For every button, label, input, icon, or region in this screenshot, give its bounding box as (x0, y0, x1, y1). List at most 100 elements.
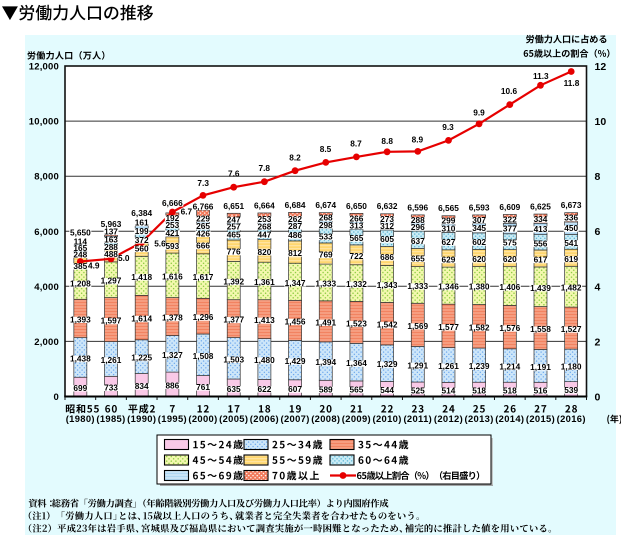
svg-text:655: 655 (411, 254, 425, 264)
svg-text:1,503: 1,503 (223, 354, 244, 364)
svg-text:635: 635 (227, 384, 241, 394)
svg-text:253: 253 (257, 214, 271, 224)
svg-text:266: 266 (350, 213, 364, 223)
svg-text:6,596: 6,596 (407, 202, 428, 212)
svg-text:1,180: 1,180 (561, 361, 582, 371)
svg-text:262: 262 (288, 214, 302, 224)
svg-text:6,609: 6,609 (499, 202, 520, 212)
svg-text:10.6: 10.6 (501, 86, 518, 96)
svg-text:0: 0 (595, 392, 601, 404)
svg-text:1,261: 1,261 (101, 355, 122, 365)
svg-text:525: 525 (411, 385, 425, 395)
svg-text:268: 268 (257, 221, 271, 231)
svg-text:312: 312 (380, 221, 394, 231)
svg-text:6,000: 6,000 (34, 227, 59, 238)
svg-text:5,963: 5,963 (101, 219, 122, 229)
svg-text:(2008): (2008) (311, 413, 340, 424)
svg-text:(2013): (2013) (464, 413, 493, 424)
svg-text:4,000: 4,000 (34, 282, 59, 293)
svg-text:1,346: 1,346 (438, 282, 459, 292)
svg-text:886: 886 (165, 380, 179, 390)
svg-text:(2005): (2005) (219, 413, 248, 424)
svg-text:1,333: 1,333 (315, 278, 336, 288)
svg-text:(1990): (1990) (127, 413, 156, 424)
svg-text:11.8: 11.8 (564, 78, 580, 88)
svg-text:533: 533 (319, 232, 333, 242)
svg-text:426: 426 (196, 228, 210, 238)
svg-text:1,406: 1,406 (499, 282, 520, 292)
svg-text:812: 812 (288, 248, 302, 258)
svg-text:541: 541 (564, 238, 578, 248)
svg-text:288: 288 (411, 215, 425, 225)
svg-text:9.3: 9.3 (442, 122, 454, 132)
svg-text:6.7: 6.7 (181, 206, 193, 216)
svg-text:575: 575 (503, 238, 517, 248)
svg-text:199: 199 (135, 226, 149, 236)
svg-text:1,413: 1,413 (254, 315, 275, 325)
svg-text:(2014): (2014) (495, 413, 524, 424)
svg-text:0: 0 (54, 392, 59, 403)
svg-text:776: 776 (227, 247, 241, 257)
svg-text:12: 12 (595, 61, 607, 73)
svg-text:514: 514 (442, 385, 456, 395)
svg-text:1,523: 1,523 (346, 318, 367, 328)
svg-text:2,000: 2,000 (34, 337, 59, 348)
svg-text:556: 556 (534, 238, 548, 248)
svg-text:1,614: 1,614 (131, 314, 152, 324)
svg-text:313: 313 (350, 221, 364, 231)
svg-text:1,582: 1,582 (469, 322, 490, 332)
svg-text:1,380: 1,380 (469, 282, 490, 292)
svg-text:565: 565 (350, 233, 364, 243)
svg-text:619: 619 (564, 254, 578, 264)
svg-text:265: 265 (196, 221, 210, 231)
svg-text:11.3: 11.3 (533, 71, 549, 81)
svg-text:1,191: 1,191 (530, 362, 551, 372)
svg-text:1,297: 1,297 (101, 276, 122, 286)
svg-text:1,347: 1,347 (285, 278, 306, 288)
svg-text:385: 385 (73, 261, 87, 271)
svg-text:7.3: 7.3 (197, 178, 209, 188)
svg-text:516: 516 (534, 385, 548, 395)
svg-text:6,650: 6,650 (346, 201, 367, 211)
svg-text:6,651: 6,651 (223, 201, 244, 211)
svg-text:637: 637 (411, 236, 425, 246)
svg-text:834: 834 (135, 381, 149, 391)
svg-text:1,291: 1,291 (407, 360, 428, 370)
svg-text:1,438: 1,438 (70, 353, 91, 363)
svg-text:1,343: 1,343 (377, 280, 398, 290)
svg-text:465: 465 (227, 230, 241, 240)
svg-text:248: 248 (73, 249, 87, 259)
svg-text:622: 622 (257, 384, 271, 394)
svg-text:6,593: 6,593 (469, 202, 490, 212)
svg-text:8.7: 8.7 (350, 138, 362, 148)
svg-text:10,000: 10,000 (29, 117, 59, 128)
svg-text:1,558: 1,558 (530, 324, 551, 334)
svg-text:1,491: 1,491 (315, 317, 336, 327)
svg-text:1,577: 1,577 (438, 322, 459, 332)
svg-text:296: 296 (411, 222, 425, 232)
svg-text:257: 257 (227, 222, 241, 232)
svg-text:163: 163 (104, 235, 118, 245)
svg-text:769: 769 (319, 250, 333, 260)
svg-text:377: 377 (503, 224, 517, 234)
svg-text:137: 137 (104, 227, 118, 237)
svg-text:1,456: 1,456 (285, 316, 306, 326)
svg-text:605: 605 (380, 234, 394, 244)
svg-text:1,332: 1,332 (346, 279, 367, 289)
svg-text:6,384: 6,384 (131, 208, 152, 218)
svg-text:7.6: 7.6 (228, 169, 240, 179)
svg-text:733: 733 (104, 382, 118, 392)
svg-text:589: 589 (319, 384, 333, 394)
svg-text:8.8: 8.8 (381, 136, 393, 146)
svg-text:114: 114 (74, 236, 88, 246)
svg-text:1,333: 1,333 (407, 281, 428, 291)
svg-text:165: 165 (73, 243, 87, 253)
svg-text:247: 247 (227, 214, 241, 224)
svg-text:1,429: 1,429 (285, 356, 306, 366)
svg-text:627: 627 (442, 237, 456, 247)
svg-text:1,508: 1,508 (193, 351, 214, 361)
svg-text:268: 268 (319, 213, 333, 223)
svg-text:629: 629 (442, 254, 456, 264)
svg-text:620: 620 (503, 254, 517, 264)
svg-text:(2010): (2010) (372, 413, 401, 424)
